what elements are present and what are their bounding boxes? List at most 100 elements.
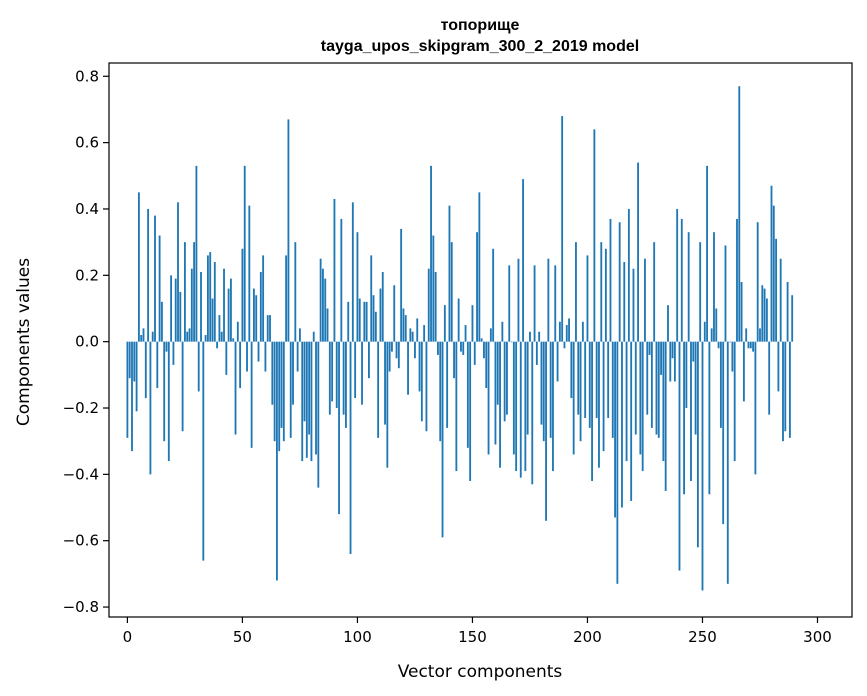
bar-130 bbox=[425, 341, 428, 432]
bar-257 bbox=[717, 341, 720, 349]
bar-194 bbox=[572, 341, 575, 455]
bar-82 bbox=[315, 341, 317, 455]
bar-50 bbox=[241, 248, 244, 342]
bar-216 bbox=[623, 262, 626, 342]
bar-3 bbox=[133, 341, 136, 382]
plot-frame bbox=[108, 62, 853, 618]
bar-75 bbox=[299, 328, 301, 342]
bar-208 bbox=[604, 248, 607, 342]
bar-243 bbox=[685, 341, 688, 409]
bar-46 bbox=[232, 338, 235, 342]
bar-98 bbox=[351, 202, 354, 342]
bar-172 bbox=[522, 179, 524, 342]
bar-135 bbox=[437, 341, 439, 355]
bar-283 bbox=[777, 341, 780, 392]
bar-169 bbox=[515, 341, 518, 472]
bar-219 bbox=[630, 341, 633, 501]
bar-230 bbox=[655, 341, 658, 435]
bar-54 bbox=[250, 341, 253, 448]
bar-251 bbox=[703, 321, 706, 342]
bar-51 bbox=[243, 165, 246, 342]
bar-144 bbox=[457, 298, 460, 342]
bar-164 bbox=[503, 341, 506, 422]
bar-2 bbox=[131, 341, 133, 452]
y-tick-label: −0.2 bbox=[63, 399, 99, 417]
bar-153 bbox=[478, 192, 481, 342]
bar-37 bbox=[211, 298, 214, 342]
bar-104 bbox=[365, 301, 368, 342]
bar-248 bbox=[696, 341, 699, 548]
bar-222 bbox=[637, 162, 639, 342]
bar-202 bbox=[591, 341, 593, 481]
bar-28 bbox=[190, 268, 193, 342]
bar-262 bbox=[729, 341, 731, 343]
bar-111 bbox=[381, 271, 384, 342]
bar-81 bbox=[312, 331, 315, 342]
bar-280 bbox=[770, 185, 773, 342]
bar-10 bbox=[149, 341, 152, 475]
bar-19 bbox=[170, 275, 173, 342]
bar-258 bbox=[719, 341, 722, 428]
bar-273 bbox=[754, 341, 757, 475]
bar-38 bbox=[213, 262, 216, 342]
bar-282 bbox=[775, 238, 778, 342]
y-tick-label: 0.2 bbox=[75, 266, 99, 284]
bar-0 bbox=[126, 341, 129, 438]
bar-41 bbox=[220, 331, 223, 342]
bar-102 bbox=[361, 341, 363, 405]
bar-220 bbox=[632, 268, 635, 342]
x-tick-label: 50 bbox=[233, 628, 252, 646]
bar-86 bbox=[324, 278, 327, 342]
bar-70 bbox=[287, 119, 290, 342]
bar-212 bbox=[614, 341, 616, 518]
bar-136 bbox=[439, 341, 442, 442]
bar-196 bbox=[577, 341, 580, 415]
bar-32 bbox=[200, 271, 202, 342]
y-tick-label: 0.6 bbox=[75, 134, 99, 152]
bar-157 bbox=[487, 341, 490, 455]
bar-71 bbox=[289, 341, 292, 438]
bar-185 bbox=[552, 341, 554, 472]
bar-85 bbox=[322, 268, 324, 342]
bar-77 bbox=[303, 341, 306, 422]
bar-167 bbox=[510, 341, 513, 343]
bar-183 bbox=[547, 258, 550, 342]
y-tick-label: 0.8 bbox=[75, 67, 99, 85]
bar-228 bbox=[650, 341, 653, 428]
y-axis-ticks: −0.8 −0.6 −0.4 −0.2 0.0 0.2 0.4 0.6 0.8 bbox=[63, 67, 109, 616]
bar-147 bbox=[464, 325, 467, 342]
bar-113 bbox=[386, 341, 389, 468]
bar-72 bbox=[292, 341, 294, 405]
bar-217 bbox=[625, 341, 628, 462]
bar-58 bbox=[259, 271, 262, 342]
bar-181 bbox=[542, 341, 545, 442]
bar-67 bbox=[280, 341, 283, 428]
bar-241 bbox=[680, 218, 683, 342]
bar-288 bbox=[788, 341, 791, 438]
bar-33 bbox=[202, 341, 205, 561]
bar-250 bbox=[701, 341, 704, 591]
bar-13 bbox=[156, 341, 159, 389]
x-tick-label: 250 bbox=[688, 628, 717, 646]
bar-93 bbox=[340, 218, 343, 342]
bar-140 bbox=[448, 205, 451, 342]
x-axis-ticks: 0 50 100 150 200 250 300 bbox=[123, 617, 832, 646]
bar-221 bbox=[634, 341, 637, 435]
bar-285 bbox=[782, 341, 784, 442]
bar-259 bbox=[722, 341, 725, 525]
bar-268 bbox=[742, 341, 745, 402]
bar-263 bbox=[731, 341, 734, 372]
bar-156 bbox=[485, 341, 488, 389]
y-tick-label: −0.6 bbox=[63, 532, 99, 550]
bar-269 bbox=[745, 328, 748, 342]
bar-14 bbox=[158, 235, 161, 342]
bar-100 bbox=[356, 232, 359, 342]
y-tick-label: −0.8 bbox=[63, 598, 99, 616]
bar-64 bbox=[273, 341, 276, 442]
bar-267 bbox=[740, 281, 743, 342]
bar-124 bbox=[411, 331, 414, 342]
bar-161 bbox=[496, 341, 499, 405]
bar-101 bbox=[358, 298, 361, 342]
bar-68 bbox=[282, 341, 285, 442]
bar-179 bbox=[538, 331, 541, 342]
